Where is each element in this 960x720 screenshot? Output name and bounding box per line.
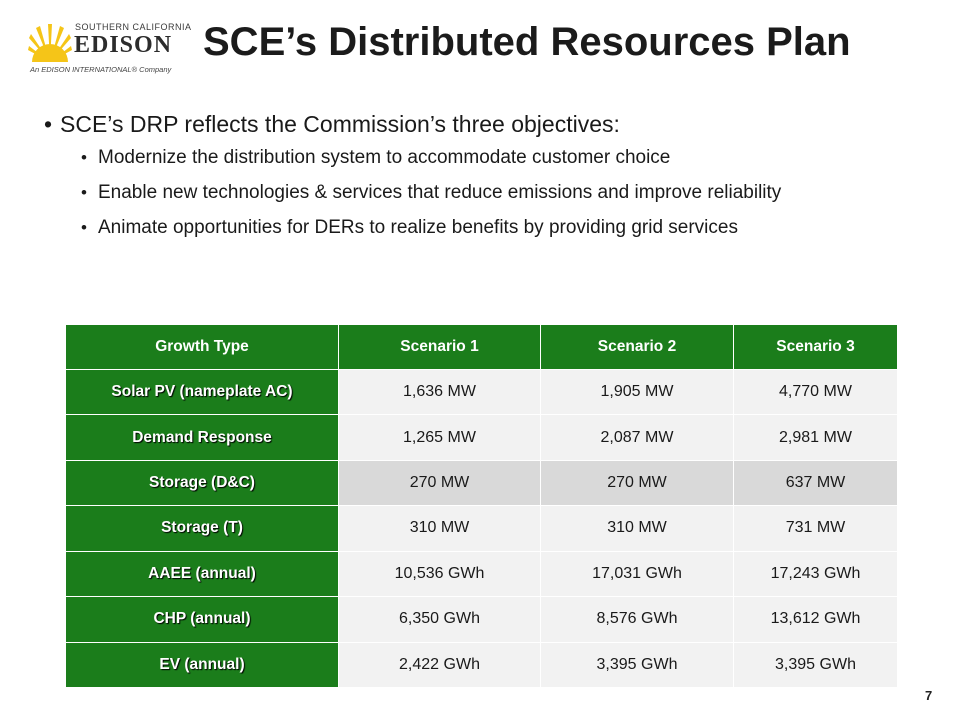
table-cell: 2,087 MW — [540, 414, 734, 461]
header-cell: Scenario 2 — [540, 324, 734, 370]
table-cell: 637 MW — [733, 459, 898, 507]
table-cell: 3,395 GWh — [540, 641, 734, 689]
growth-scenarios-table: Growth Type Scenario 1 Scenario 2 Scenar… — [65, 324, 898, 689]
main-bullet: SCE’s DRP reflects the Commission’s thre… — [44, 110, 944, 138]
sub-bullet: Modernize the distribution system to acc… — [44, 146, 928, 169]
header-cell: Scenario 1 — [338, 324, 541, 370]
table-row: EV (annual) 2,422 GWh 3,395 GWh 3,395 GW… — [65, 641, 898, 689]
table-header-row: Growth Type Scenario 1 Scenario 2 Scenar… — [65, 324, 898, 370]
table-row: CHP (annual) 6,350 GWh 8,576 GWh 13,612 … — [65, 596, 898, 643]
table-row: AAEE (annual) 10,536 GWh 17,031 GWh 17,2… — [65, 550, 898, 598]
table-cell: 17,243 GWh — [733, 550, 898, 598]
table-cell: 1,636 MW — [338, 368, 541, 416]
bullet-list: SCE’s DRP reflects the Commission’s thre… — [44, 110, 944, 251]
table-cell: 10,536 GWh — [338, 550, 541, 598]
table-cell: 310 MW — [338, 505, 541, 552]
logo-wordmark: EDISON — [74, 32, 173, 58]
header-cell: Scenario 3 — [733, 324, 898, 370]
table-row: Storage (D&C) 270 MW 270 MW 637 MW — [65, 459, 898, 507]
table-cell: 270 MW — [540, 459, 734, 507]
slide-title: SCE’s Distributed Resources Plan — [203, 20, 851, 64]
table-cell: 13,612 GWh — [733, 596, 898, 643]
table-cell: 17,031 GWh — [540, 550, 734, 598]
table-cell: 1,265 MW — [338, 414, 541, 461]
table-row: Solar PV (nameplate AC) 1,636 MW 1,905 M… — [65, 368, 898, 416]
sub-bullet: Enable new technologies & services that … — [44, 181, 928, 204]
table-cell: 310 MW — [540, 505, 734, 552]
logo-line-1: SOUTHERN CALIFORNIA — [75, 22, 192, 32]
table-cell: 3,395 GWh — [733, 641, 898, 689]
sun-logo-icon — [28, 20, 72, 64]
table-cell: 731 MW — [733, 505, 898, 552]
table-cell: 4,770 MW — [733, 368, 898, 416]
table-row: Storage (T) 310 MW 310 MW 731 MW — [65, 505, 898, 552]
table-cell: 2,981 MW — [733, 414, 898, 461]
row-label: CHP (annual) — [65, 596, 339, 643]
row-label: Demand Response — [65, 414, 339, 461]
row-label: Storage (T) — [65, 505, 339, 552]
table-cell: 270 MW — [338, 459, 541, 507]
logo-tagline: An EDISON INTERNATIONAL® Company — [30, 65, 172, 74]
page-number: 7 — [925, 688, 933, 703]
table-cell: 1,905 MW — [540, 368, 734, 416]
company-logo: SOUTHERN CALIFORNIA EDISON An EDISON INT… — [28, 18, 191, 76]
row-label: Solar PV (nameplate AC) — [65, 368, 339, 416]
table-row: Demand Response 1,265 MW 2,087 MW 2,981 … — [65, 414, 898, 461]
header-cell: Growth Type — [65, 324, 339, 370]
table-cell: 6,350 GWh — [338, 596, 541, 643]
row-label: AAEE (annual) — [65, 550, 339, 598]
table-cell: 8,576 GWh — [540, 596, 734, 643]
row-label: EV (annual) — [65, 641, 339, 689]
sub-bullet: Animate opportunities for DERs to realiz… — [44, 216, 928, 239]
row-label: Storage (D&C) — [65, 459, 339, 507]
table-cell: 2,422 GWh — [338, 641, 541, 689]
